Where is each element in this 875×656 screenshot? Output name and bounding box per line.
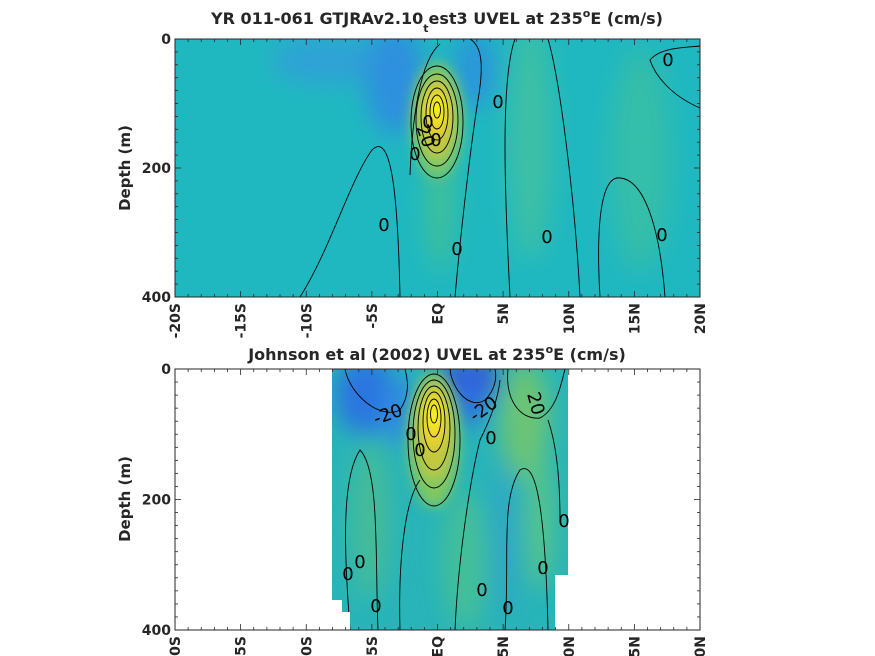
bottom-contour-label: 0 [537,558,548,579]
top-y-tick-label: 400 [142,290,171,306]
top-x-tick-label: -10S [299,303,315,338]
bottom-contour-label: 0 [476,580,487,601]
bottom-y-tick-label: 200 [142,493,171,509]
bottom-y-axis-label: Depth (m) [116,456,134,542]
bottom-x-tick-label: -15S [234,636,250,656]
top-contour-label: 0 [422,112,433,133]
top-y-tick-label: 0 [161,32,171,48]
bottom-x-tick-label: 15N [627,636,643,656]
top-contour-label: 0 [409,144,420,165]
top-x-tick-label: -5S [365,303,381,329]
top-contour-label: 0 [662,50,673,71]
top-panel: YR 011-061 GTJRAv2.10test3 UVEL at 235oE… [116,7,709,338]
bottom-panel-title: Johnson et al (2002) UVEL at 235oE (cm/s… [247,343,626,364]
top-y-tick-label: 200 [142,161,171,177]
bottom-contour-label: 0 [342,564,353,585]
bottom-x-tick-label: 5N [496,636,512,656]
bottom-axes-ticks: -20S -15S -10S -5S EQ 5N 10N 15N 20N 0 200 400 [142,362,709,656]
top-contour-label: 0 [378,215,389,236]
bottom-heatmap-field [332,369,568,630]
bottom-panel: Johnson et al (2002) UVEL at 235oE (cm/s… [116,343,709,656]
top-x-tick-label: -15S [234,303,250,338]
bottom-x-tick-label: 10N [562,636,578,656]
top-x-tick-label: 20N [693,303,709,334]
top-contour-label: 0 [492,92,503,113]
bottom-x-tick-label: 20N [693,636,709,656]
bottom-x-tick-label: EQ [431,636,447,656]
top-contour-label: 0 [541,227,552,248]
top-x-tick-label: -20S [168,303,184,338]
bottom-x-tick-label: -20S [168,636,184,656]
top-contour-labels: 0 0 0 0 0 0 0 20 0 0 [378,50,673,260]
bottom-contour-label: 0 [414,440,425,461]
top-panel-title: YR 011-061 GTJRAv2.10test3 UVEL at 235oE… [210,7,663,35]
bottom-x-tick-label: -10S [299,636,315,656]
top-x-tick-label: 15N [627,303,643,334]
bottom-y-tick-label: 400 [142,623,171,639]
top-x-tick-label: EQ [431,303,447,325]
top-x-tick-label: 10N [562,303,578,334]
bottom-contour-label: 0 [354,552,365,573]
bottom-contour-label: 0 [502,598,513,619]
top-contour-label: 0 [430,130,441,151]
top-heatmap-field [175,39,700,297]
top-contour-label: 0 [451,239,462,260]
top-y-axis-label: Depth (m) [116,125,134,211]
bottom-y-tick-label: 0 [161,362,171,378]
bottom-x-tick-label: -5S [365,636,381,656]
bottom-contour-label: 0 [485,428,496,449]
top-axes-ticks: -20S -15S -10S -5S EQ 5N 10N 15N 20N 0 200 400 [142,32,709,338]
bottom-contour-label: 0 [405,424,416,445]
bottom-contour-label: 0 [558,511,569,532]
top-x-tick-label: 5N [496,303,512,324]
top-contour-label: 0 [656,225,667,246]
bottom-contour-label: 0 [370,596,381,617]
